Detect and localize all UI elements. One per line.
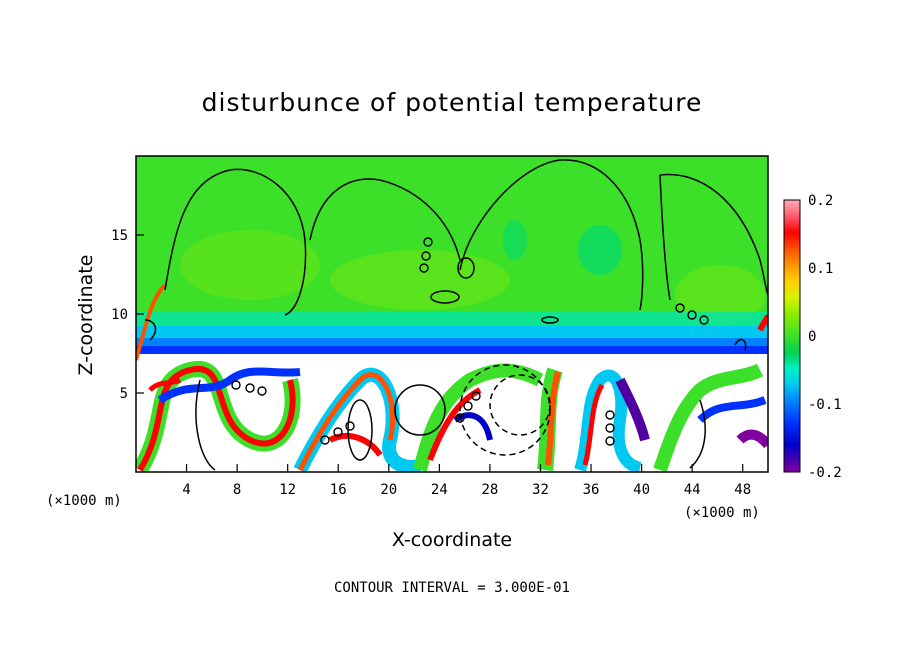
chart-title: disturbunce of potential temperature — [202, 88, 703, 117]
y-unit-label: (×1000 m) — [46, 493, 122, 509]
colorbar-tick-label: 0.2 — [808, 193, 833, 209]
contour-interval-note: CONTOUR INTERVAL = 3.000E-01 — [334, 580, 570, 596]
colorbar-tick-label: -0.2 — [808, 465, 842, 481]
colorbar-ticks: 0.2 0.1 0 -0.1 -0.2 — [808, 193, 842, 481]
x-tick-label: 8 — [233, 482, 241, 498]
y-tick-label: 10 — [111, 307, 128, 323]
x-tick-label: 36 — [583, 482, 600, 498]
y-axis-label: Z-coordinate — [75, 255, 97, 376]
colorbar-tick-label: -0.1 — [808, 397, 842, 413]
y-tick-label: 5 — [120, 386, 128, 402]
x-axis: 4 8 12 16 20 24 28 32 36 40 44 48 — [182, 464, 751, 498]
colorbar-tick-label: 0 — [808, 329, 816, 345]
colorbar — [783, 199, 801, 473]
x-axis-label: X-coordinate — [392, 529, 512, 551]
colorbar-tick-label: 0.1 — [808, 261, 833, 277]
x-tick-label: 12 — [279, 482, 296, 498]
x-tick-label: 44 — [684, 482, 701, 498]
x-tick-label: 48 — [734, 482, 751, 498]
x-tick-label: 32 — [532, 482, 549, 498]
x-tick-label: 20 — [380, 482, 397, 498]
x-tick-label: 16 — [330, 482, 347, 498]
x-tick-label: 4 — [182, 482, 190, 498]
y-tick-label: 15 — [111, 228, 128, 244]
x-tick-label: 28 — [481, 482, 498, 498]
x-tick-label: 24 — [431, 482, 448, 498]
x-tick-label: 40 — [633, 482, 650, 498]
heatmap-field — [136, 156, 768, 472]
y-axis: 5 10 15 — [111, 228, 144, 402]
x-unit-label: (×1000 m) — [684, 505, 760, 521]
